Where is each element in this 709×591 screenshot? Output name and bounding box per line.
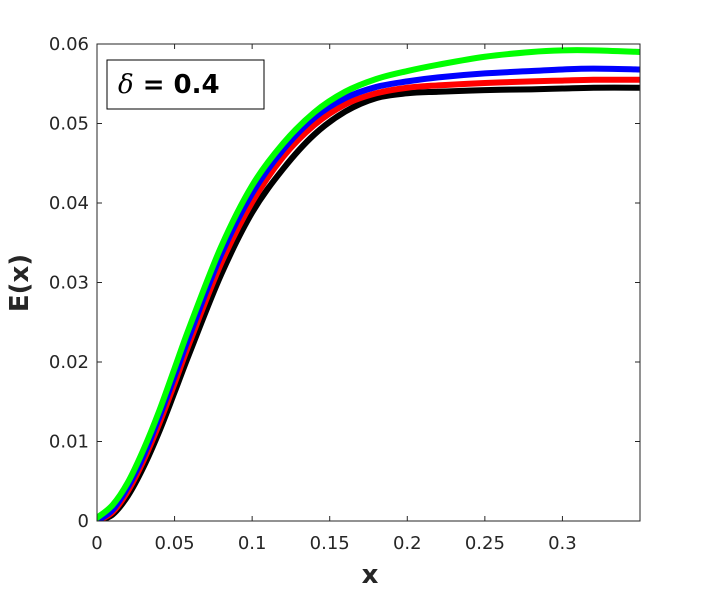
- x-tick-label: 0.05: [155, 533, 195, 554]
- annotation-value: = 0.4: [134, 70, 220, 100]
- series-layer: [97, 47, 640, 521]
- y-tick-label: 0.05: [49, 114, 89, 135]
- annotation-frame: [106, 59, 265, 110]
- delta-symbol: δ: [118, 70, 134, 100]
- x-tick-label: 0.25: [465, 533, 505, 554]
- y-tick-label: 0.01: [49, 432, 89, 453]
- x-tick-label: 0.2: [393, 533, 422, 554]
- series-line-4: [97, 47, 640, 521]
- y-tick-label: 0: [78, 511, 89, 532]
- x-tick-label: 0.3: [548, 533, 577, 554]
- ticks-layer: 0 0.05 0.1 0.15 0.2 0.25 0.3 0 0.01 0.02 0.03 0.04 0…: [49, 34, 640, 554]
- x-tick-label: 0: [91, 533, 102, 554]
- x-axis-label: x: [362, 560, 379, 590]
- y-axis-label: E(x): [5, 254, 35, 312]
- y-tick-label: 0.04: [49, 193, 89, 214]
- x-tick-label: 0.15: [310, 533, 350, 554]
- x-tick-label: 0.1: [238, 533, 267, 554]
- annotation-box: δ = 0.4: [106, 59, 265, 110]
- y-tick-label: 0.03: [49, 273, 89, 294]
- y-tick-label: 0.02: [49, 352, 89, 373]
- y-tick-label: 0.06: [49, 34, 89, 55]
- annotation-label: δ = 0.4: [118, 70, 220, 100]
